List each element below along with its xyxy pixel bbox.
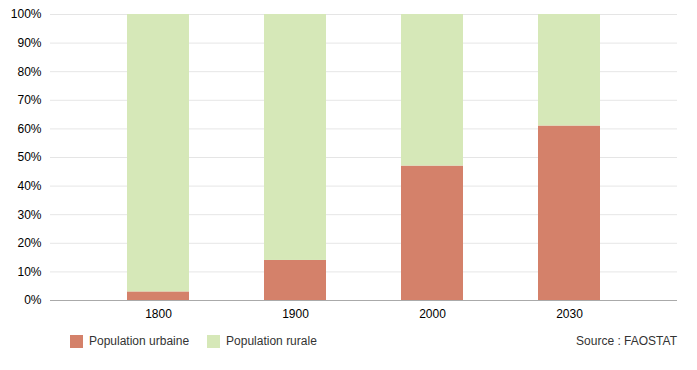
svg-text:90%: 90%: [17, 36, 41, 50]
svg-text:100%: 100%: [11, 7, 42, 21]
html-text:Population urbaine: Population urbaine: [89, 334, 190, 348]
svg-text:60%: 60%: [17, 122, 41, 136]
svg-text:1800: 1800: [145, 307, 172, 321]
svg-text:10%: 10%: [17, 265, 41, 279]
svg-text:0%: 0%: [24, 293, 42, 307]
svg-text:50%: 50%: [17, 150, 41, 164]
html-text:Population rurale: Population rurale: [226, 334, 317, 348]
svg-text:30%: 30%: [17, 208, 41, 222]
svg-text:2030: 2030: [556, 307, 583, 321]
svg-text:20%: 20%: [17, 236, 41, 250]
html-text:Source : FAOSTAT: Source : FAOSTAT: [576, 334, 677, 348]
svg-text:80%: 80%: [17, 65, 41, 79]
svg-text:40%: 40%: [17, 179, 41, 193]
svg-text:70%: 70%: [17, 93, 41, 107]
svg-text:1900: 1900: [282, 307, 309, 321]
svg-text:2000: 2000: [419, 307, 446, 321]
